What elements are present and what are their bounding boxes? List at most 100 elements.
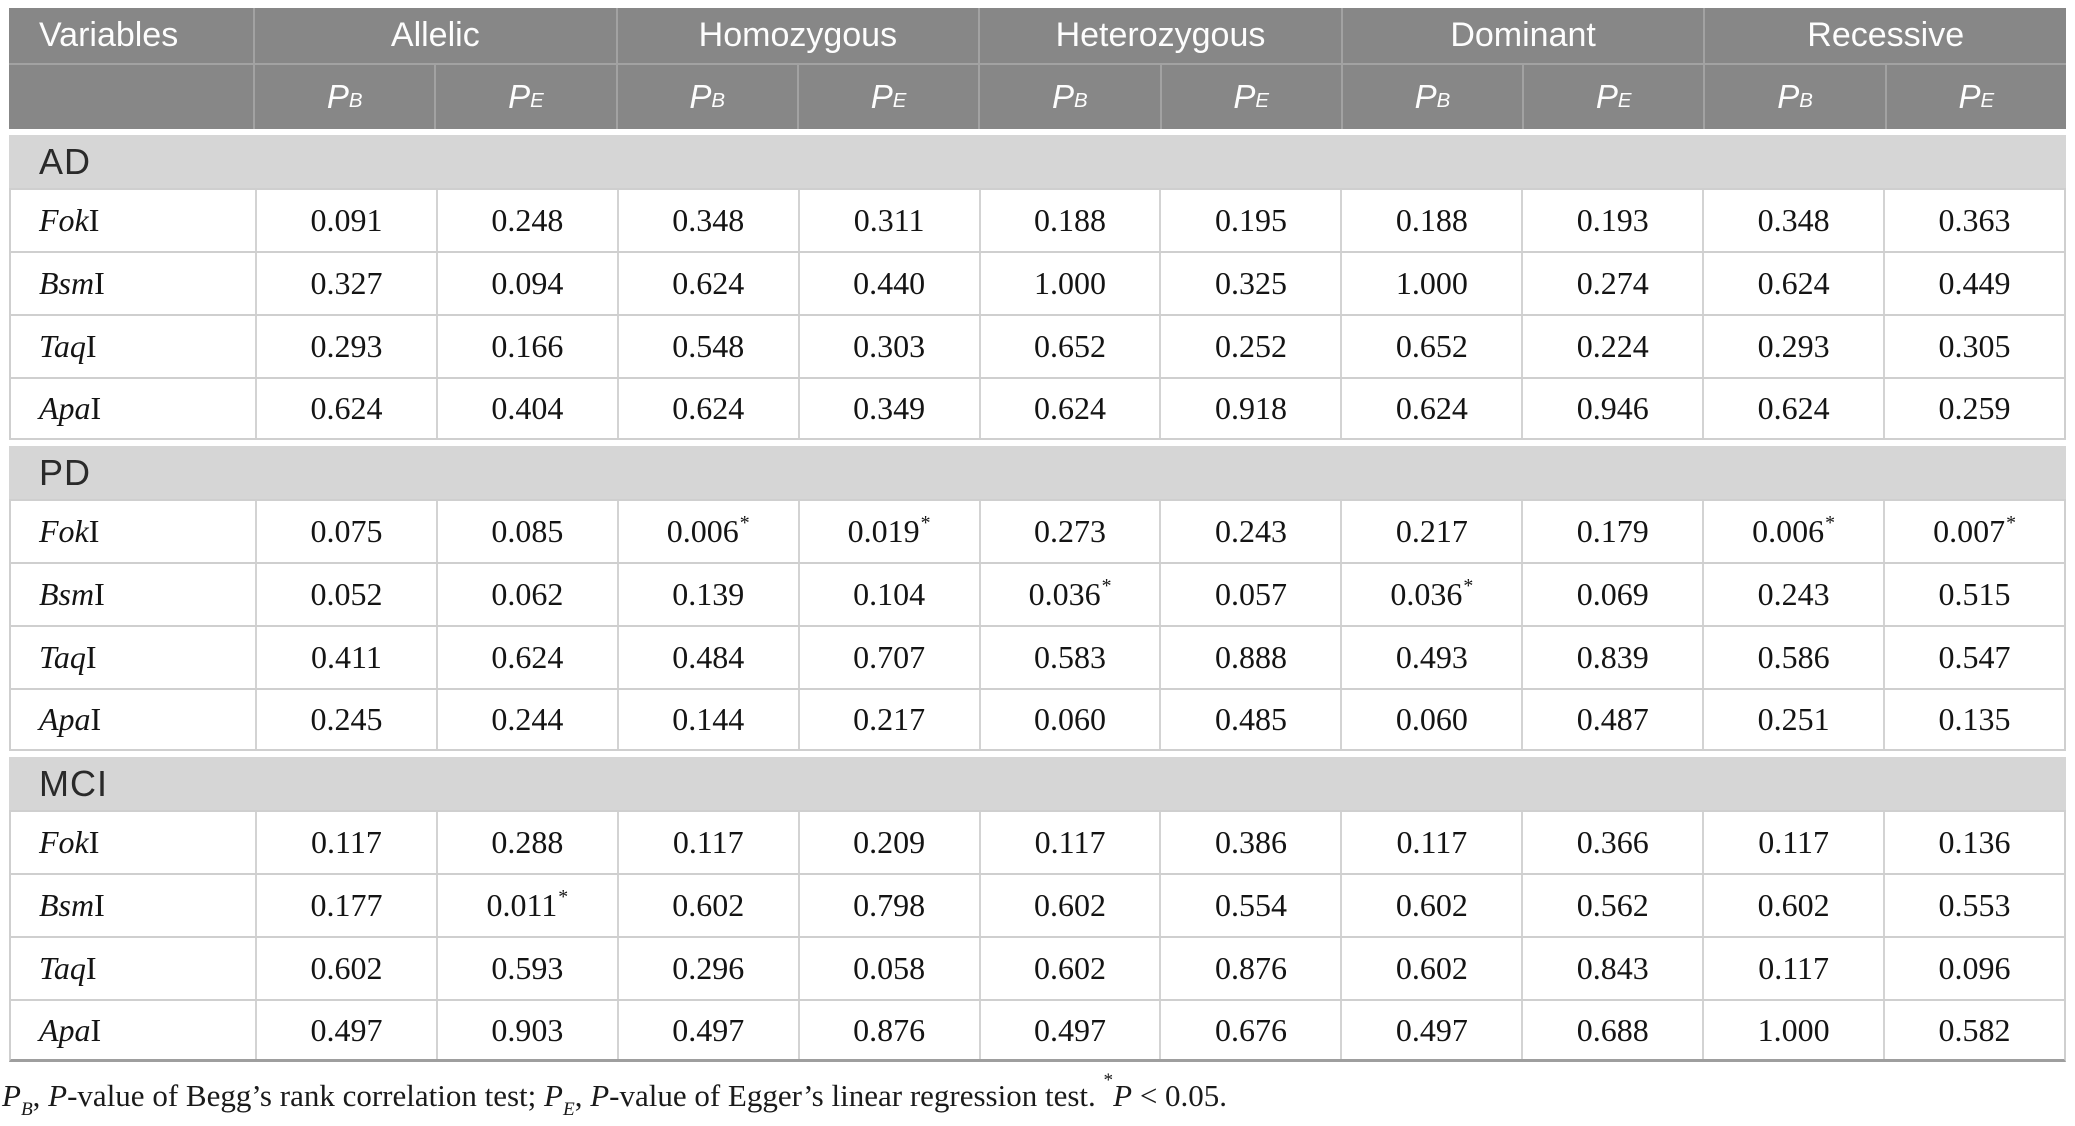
column-group-homozygous: Homozygous: [615, 8, 979, 63]
cell-value: 0.019 *: [797, 501, 979, 562]
cell-value: 0.602: [255, 938, 436, 999]
table-row: Fok I 0.117 0.288 0.117 0.209 0.117 0.386 0.117 0…: [9, 810, 2066, 873]
cell-value: 0.798: [797, 875, 979, 936]
cell-value: 0.553: [1883, 875, 2064, 936]
cell-value: 0.273: [978, 501, 1160, 562]
cell-value: 0.293: [255, 316, 436, 377]
cell-value: 0.404: [435, 379, 617, 438]
cell-value: 0.011 *: [435, 875, 617, 936]
cell-value: 0.052: [255, 564, 436, 625]
cell-value: 0.305: [1883, 316, 2064, 377]
cell-value: 0.288: [435, 812, 617, 873]
table-row: Taq I 0.293 0.166 0.548 0.303 0.652 0.252 0.652 0…: [9, 314, 2066, 377]
cell-value: 0.363: [1883, 190, 2064, 251]
table-row: Fok I 0.075 0.085 0.006 * 0.019 * 0.273 0.243 0.21…: [9, 499, 2066, 562]
cell-value: 0.179: [1521, 501, 1702, 562]
cell-value: 0.007 *: [1883, 501, 2064, 562]
cell-value: 0.676: [1159, 1001, 1340, 1059]
cell-value: 0.243: [1159, 501, 1340, 562]
column-header-variables-spacer: [9, 65, 253, 129]
section-header-ad: AD: [9, 135, 2066, 188]
cell-value: 0.006 *: [1702, 501, 1883, 562]
cell-variable: Fok I: [39, 824, 100, 860]
cell-value: 0.946: [1521, 379, 1702, 438]
cell-value: 1.000: [978, 253, 1160, 314]
cell-value: 0.293: [1702, 316, 1883, 377]
cell-variable: Apa I: [39, 390, 102, 426]
cell-value: 0.104: [797, 564, 979, 625]
cell-value: 0.251: [1702, 690, 1883, 749]
cell-value: 0.876: [797, 1001, 979, 1059]
cell-value: 0.839: [1521, 627, 1702, 688]
table-row: Taq I 0.411 0.624 0.484 0.707 0.583 0.888 0.493 0…: [9, 625, 2066, 688]
table-row: Bsm I 0.052 0.062 0.139 0.104 0.036 * 0.057 0.036…: [9, 562, 2066, 625]
cell-value: 0.624: [1702, 379, 1883, 438]
section-header-pd: PD: [9, 446, 2066, 499]
publication-bias-table: Variables Allelic Homozygous Heterozygous D…: [9, 8, 2066, 1062]
cell-value: 0.348: [1702, 190, 1883, 251]
cell-variable: Fok I: [39, 202, 100, 238]
cell-value: 0.348: [616, 190, 798, 251]
cell-variable: Apa I: [39, 1011, 102, 1048]
table-footnote: PB, P-value of Begg’s rank correlation t…: [2, 1070, 1228, 1121]
cell-value: 0.583: [978, 627, 1160, 688]
cell-value: 0.366: [1521, 812, 1702, 873]
table-row: Bsm I 0.327 0.094 0.624 0.440 1.000 0.325 1.000 0…: [9, 251, 2066, 314]
cell-value: 0.843: [1521, 938, 1702, 999]
cell-value: 0.096: [1883, 938, 2064, 999]
cell-value: 0.582: [1883, 1001, 2064, 1059]
cell-value: 0.209: [797, 812, 979, 873]
cell-variable: Bsm I: [39, 576, 105, 612]
cell-variable: Bsm I: [39, 887, 105, 923]
table-row: Apa I 0.497 0.903 0.497 0.876 0.497 0.676 0.497 0…: [9, 999, 2066, 1062]
cell-value: 0.624: [616, 253, 798, 314]
cell-value: 0.515: [1883, 564, 2064, 625]
cell-value: 0.325: [1159, 253, 1340, 314]
cell-value: 0.245: [255, 690, 436, 749]
cell-variable: Bsm I: [39, 265, 105, 301]
cell-value: 0.117: [1702, 812, 1883, 873]
cell-value: 0.652: [978, 316, 1160, 377]
cell-value: 0.188: [978, 190, 1160, 251]
cell-value: 0.085: [435, 501, 617, 562]
column-group-dominant: Dominant: [1340, 8, 1704, 63]
cell-value: 0.303: [797, 316, 979, 377]
cell-value: 0.117: [1340, 812, 1521, 873]
table-row: Taq I 0.602 0.593 0.296 0.058 0.602 0.876 0.602 0…: [9, 936, 2066, 999]
cell-value: 0.060: [1340, 690, 1521, 749]
cell-value: 0.624: [255, 379, 436, 438]
cell-value: 0.652: [1340, 316, 1521, 377]
cell-value: 0.624: [978, 379, 1160, 438]
cell-value: 0.259: [1883, 379, 2064, 438]
cell-value: 0.243: [1702, 564, 1883, 625]
cell-value: 0.117: [978, 812, 1160, 873]
cell-value: 0.188: [1340, 190, 1521, 251]
cell-value: 0.554: [1159, 875, 1340, 936]
table-row: Fok I 0.091 0.248 0.348 0.311 0.188 0.195 0.188 0…: [9, 188, 2066, 251]
table-body: AD Fok I 0.091 0.248 0.348 0.311 0.188 0.195 0.18…: [9, 135, 2066, 1062]
cell-value: 0.918: [1159, 379, 1340, 438]
cell-value: 0.193: [1521, 190, 1702, 251]
cell-value: 0.602: [1702, 875, 1883, 936]
cell-value: 0.057: [1159, 564, 1340, 625]
cell-value: 0.036 *: [978, 564, 1160, 625]
cell-variable: Fok I: [39, 513, 100, 549]
cell-value: 0.349: [797, 379, 979, 438]
cell-value: 0.449: [1883, 253, 2064, 314]
header-groups-row: Variables Allelic Homozygous Heterozygous D…: [9, 8, 2066, 63]
cell-value: 0.497: [255, 1001, 436, 1059]
cell-value: 0.036 *: [1340, 564, 1521, 625]
cell-value: 0.624: [616, 379, 798, 438]
cell-value: 0.117: [1702, 938, 1883, 999]
column-group-heterozygous: Heterozygous: [978, 8, 1341, 63]
cell-value: 1.000: [1340, 253, 1521, 314]
